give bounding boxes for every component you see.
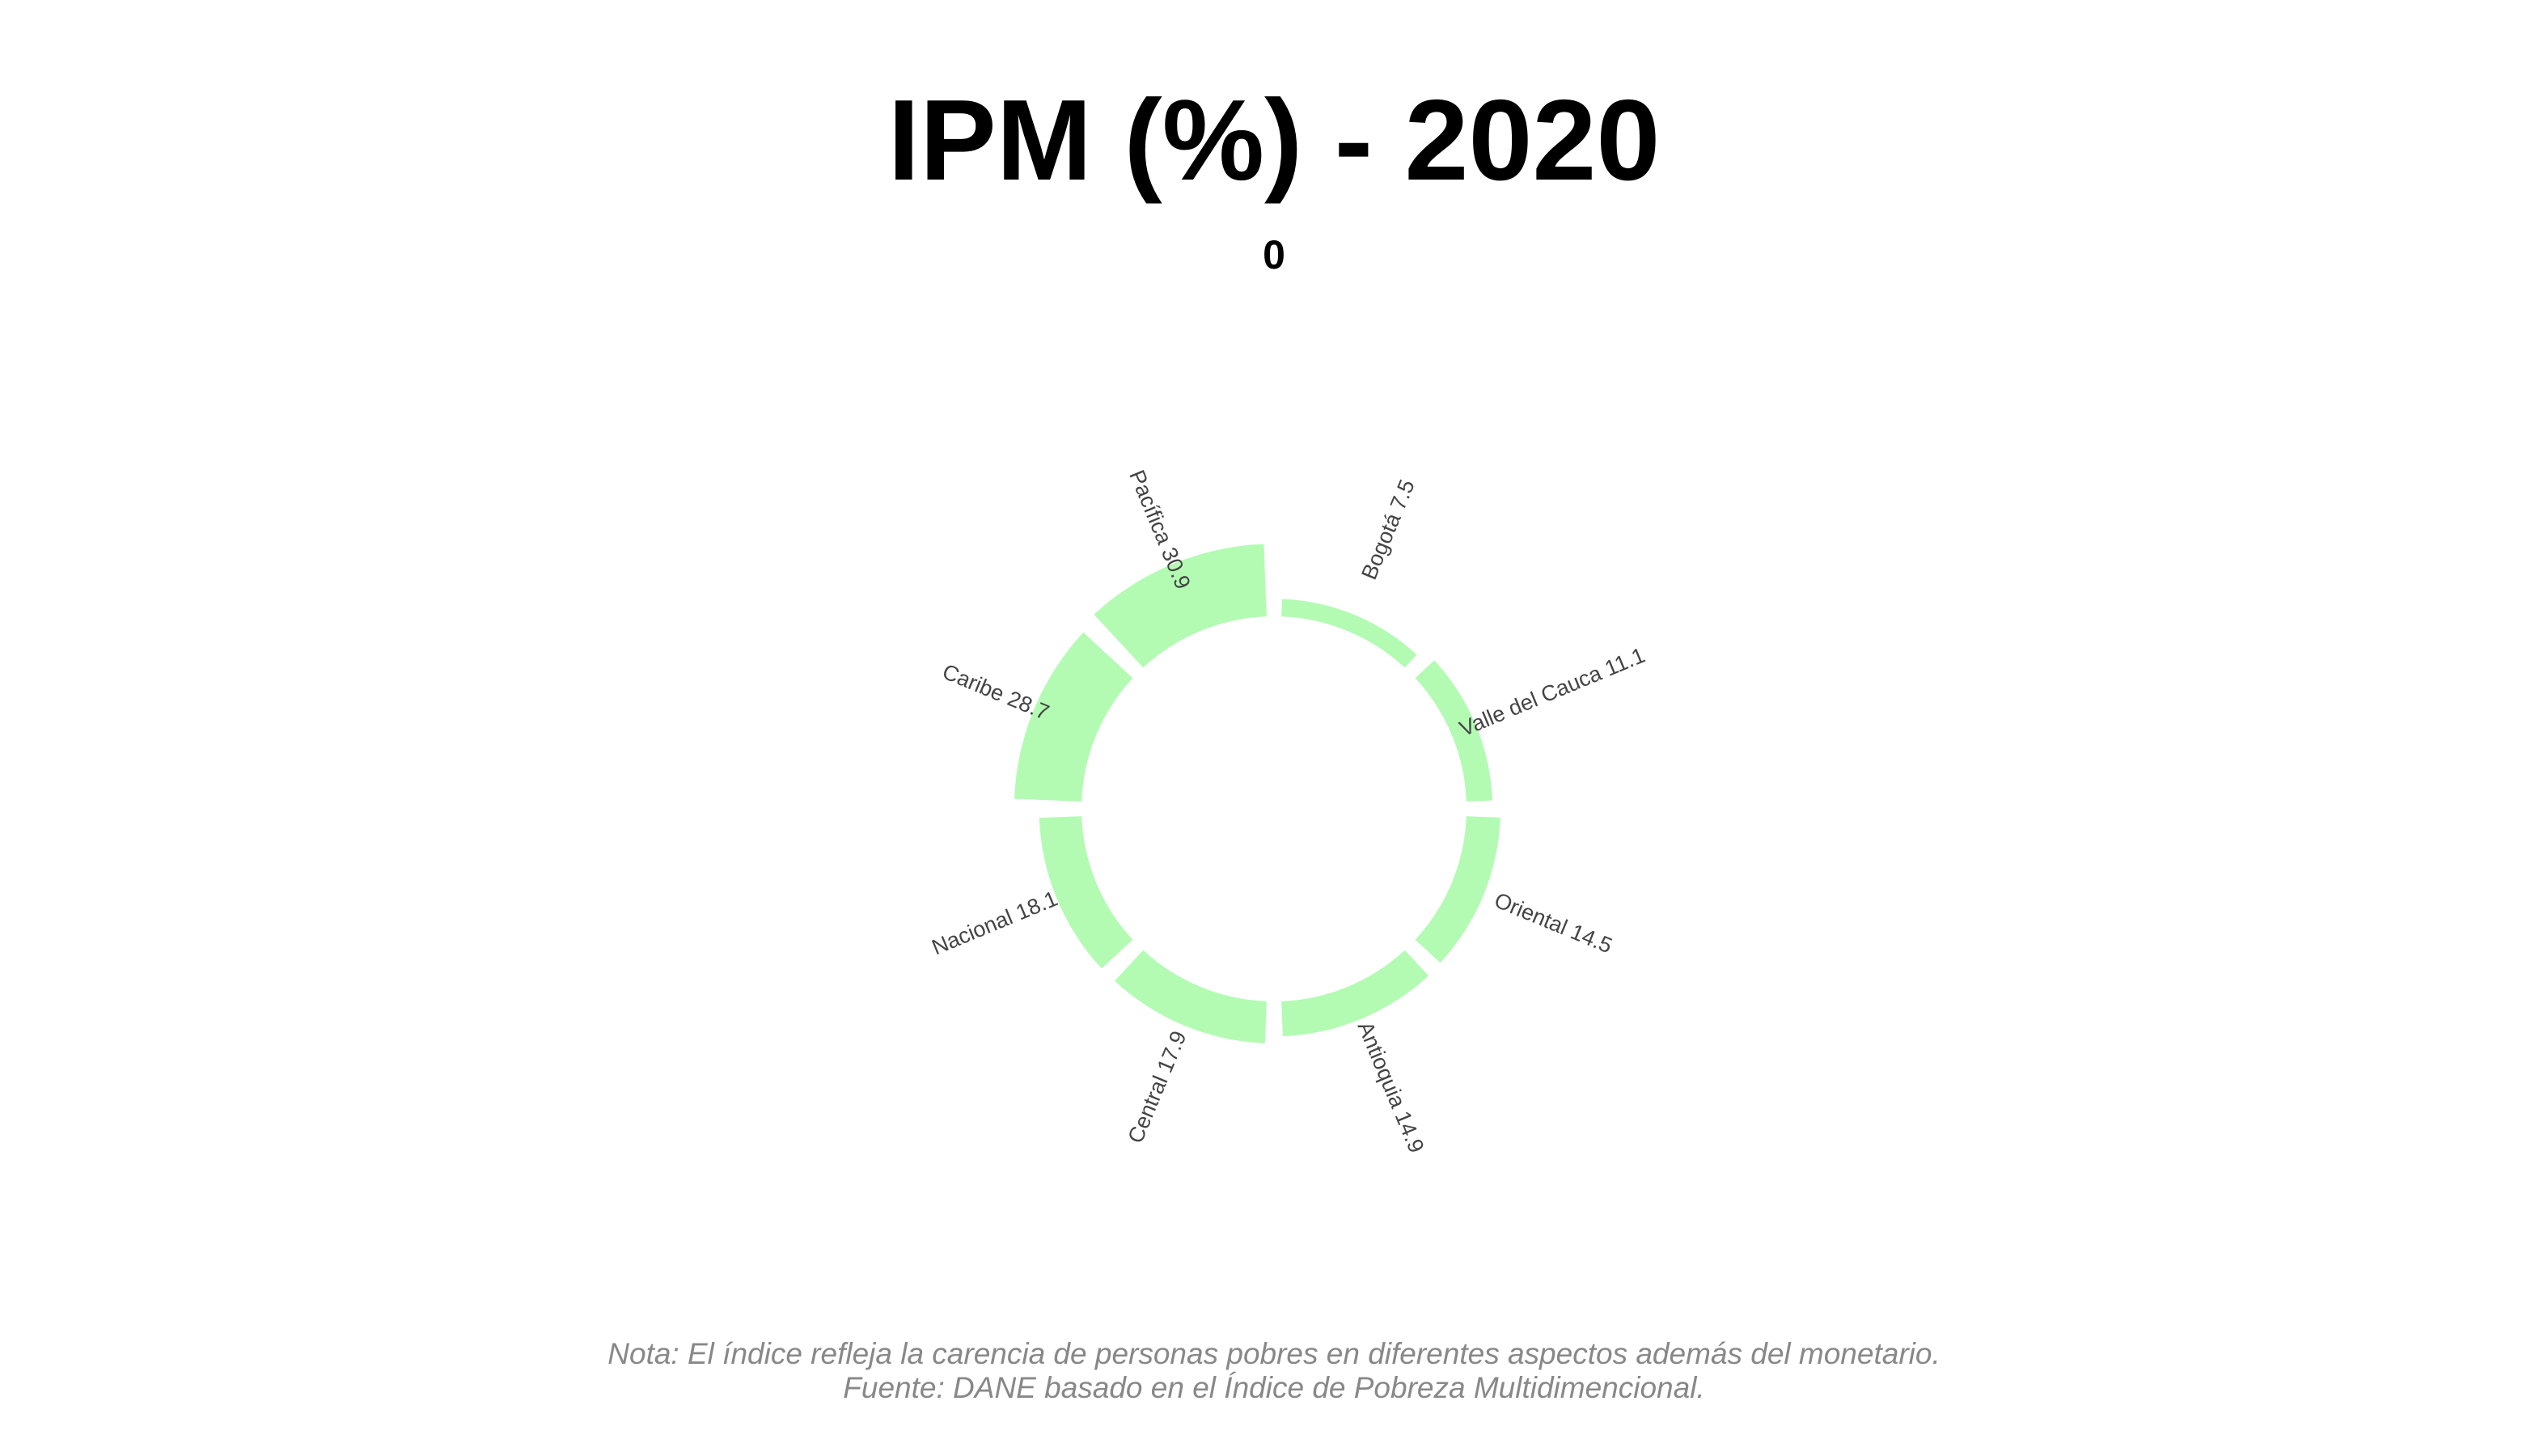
bar-oriental [1415,816,1500,963]
bar-antioquia [1281,950,1429,1037]
label-bogotá: Bogotá 7.5 [1357,476,1420,583]
label-central: Central 17.9 [1124,1027,1191,1146]
label-valle-del-cauca: Valle del Cauca 11.1 [1456,643,1649,742]
label-antioquia: Antioquia 14.9 [1353,1018,1429,1156]
footnote-source: Fuente: DANE basado en el Índice de Pobr… [843,1371,1704,1404]
bar-pacífica [1094,544,1267,668]
label-caribe: Caribe 28.7 [939,659,1052,725]
chart-subtitle: 0 [1263,232,1285,277]
bar-central [1115,950,1267,1043]
chart-title: IPM (%) - 2020 [888,76,1661,205]
bar-bogotá [1281,599,1417,668]
bar-layer [1014,544,1500,1043]
bar-valle-del-cauca [1415,660,1492,802]
bar-nacional [1039,816,1133,969]
label-oriental: Oriental 14.5 [1491,888,1615,959]
bar-caribe [1014,632,1133,802]
label-nacional: Nacional 18.1 [929,887,1061,960]
footnote-note: Nota: El índice refleja la carencia de p… [607,1337,1940,1370]
label-layer: Bogotá 7.5 Valle del Cauca 11.1 Oriental 1… [929,467,1649,1157]
